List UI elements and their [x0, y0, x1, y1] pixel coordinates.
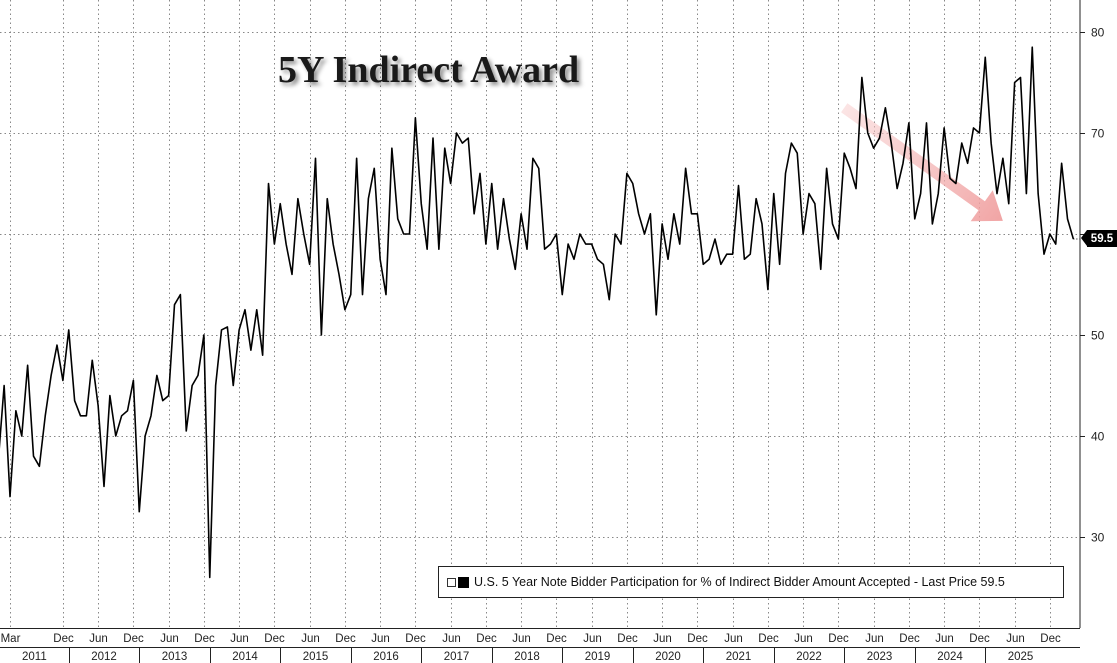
x-tick-label: Jun [160, 633, 179, 645]
year-label: 2019 [585, 651, 611, 663]
x-tick-label: Dec [1040, 633, 1061, 645]
y-tick-label: 30 [1091, 531, 1105, 545]
x-tick-label: Jun [442, 633, 461, 645]
x-tick-label: Dec [546, 633, 567, 645]
x-tick-label: Jun [89, 633, 108, 645]
x-tick-label: Jun [583, 633, 602, 645]
x-axis: Mar Dec Jun Dec Jun Dec Jun Dec Jun Dec Jun Dec Jun D… [0, 628, 1080, 663]
year-label: 2018 [514, 651, 540, 663]
x-tick-label: Jun [301, 633, 320, 645]
year-label: 2021 [726, 651, 752, 663]
year-label: 2014 [232, 651, 258, 663]
x-tick-label: Dec [194, 633, 215, 645]
y-axis: 304050607080 [1079, 0, 1105, 628]
trend-arrow-shape [841, 103, 1003, 222]
x-tick-label: Dec [687, 633, 708, 645]
x-tick-label: Jun [371, 633, 390, 645]
x-tick-label: Jun [724, 633, 743, 645]
legend-label: U.S. 5 Year Note Bidder Participation fo… [474, 575, 1005, 589]
x-tick-label: Jun [794, 633, 813, 645]
x-tick-label: Dec [123, 633, 144, 645]
x-tick-label: Mar [1, 633, 21, 645]
year-label: 2022 [796, 651, 822, 663]
year-label: 2020 [655, 651, 681, 663]
legend-expand-icon[interactable] [447, 577, 456, 587]
y-tick-label: 70 [1091, 127, 1105, 141]
year-label: 2025 [1008, 651, 1034, 663]
x-tick-label: Jun [1006, 633, 1025, 645]
y-tick-label: 80 [1091, 26, 1105, 40]
x-tick-label: Dec [335, 633, 356, 645]
y-tick-label: 50 [1091, 329, 1105, 343]
year-label: 2013 [162, 651, 188, 663]
grid-lines [0, 0, 1080, 628]
legend-swatch [458, 576, 469, 588]
series-line [0, 46, 1075, 579]
year-label: 2015 [303, 651, 329, 663]
x-tick-label: Jun [865, 633, 884, 645]
y-tick-label: 40 [1091, 430, 1105, 444]
x-tick-label: Dec [899, 633, 920, 645]
chart-title: 5Y Indirect Award [278, 49, 580, 91]
year-label: 2017 [444, 651, 470, 663]
x-tick-label: Dec [264, 633, 285, 645]
x-tick-label: Dec [476, 633, 497, 645]
year-label: 2016 [373, 651, 399, 663]
data-series [0, 46, 1080, 579]
x-tick-label: Jun [512, 633, 531, 645]
year-label: 2011 [22, 651, 47, 663]
x-tick-label: Dec [828, 633, 849, 645]
last-value-badge: 59.5 [1081, 230, 1117, 247]
legend[interactable]: U.S. 5 Year Note Bidder Participation fo… [438, 566, 1064, 598]
x-tick-label: Jun [653, 633, 672, 645]
x-tick-label: Dec [758, 633, 779, 645]
x-tick-label: Dec [617, 633, 638, 645]
year-label: 2012 [91, 651, 117, 663]
trend-arrow-body [841, 103, 1003, 222]
x-tick-label: Dec [969, 633, 990, 645]
x-tick-label: Jun [230, 633, 249, 645]
x-tick-label: Dec [53, 633, 74, 645]
trend-arrow [841, 103, 1003, 222]
x-tick-label: Jun [935, 633, 954, 645]
year-label: 2024 [937, 651, 963, 663]
year-label: 2023 [867, 651, 893, 663]
x-tick-label: Dec [405, 633, 426, 645]
